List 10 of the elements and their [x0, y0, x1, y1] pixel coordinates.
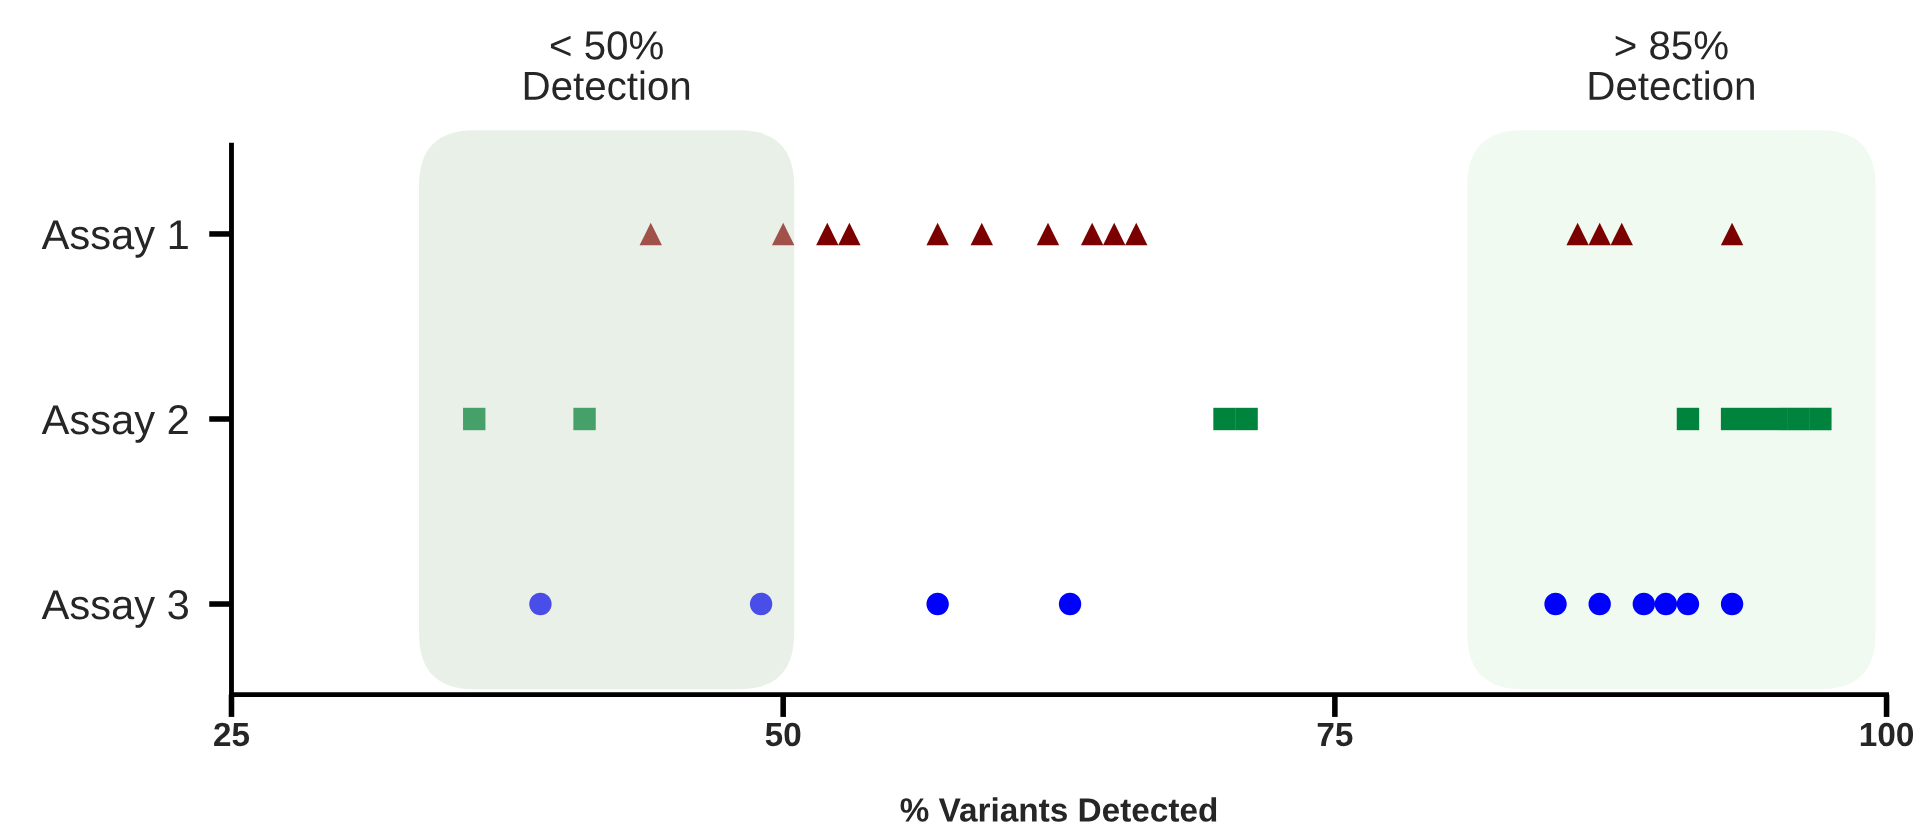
- y-tick-label: Assay 3: [41, 590, 188, 628]
- x-tick-label: 75: [1317, 723, 1353, 747]
- x-axis-title: % Variants Detected: [900, 797, 1217, 822]
- band-label: < 50% Detection: [524, 31, 690, 101]
- band-label: > 85% Detection: [1589, 31, 1754, 101]
- x-tick-label: 25: [214, 722, 250, 747]
- y-tick-label: Assay 1: [41, 220, 188, 258]
- x-tick-label: 50: [765, 722, 801, 747]
- x-tick-label: 100: [1860, 722, 1914, 747]
- y-tick-label: Assay 2: [41, 405, 188, 443]
